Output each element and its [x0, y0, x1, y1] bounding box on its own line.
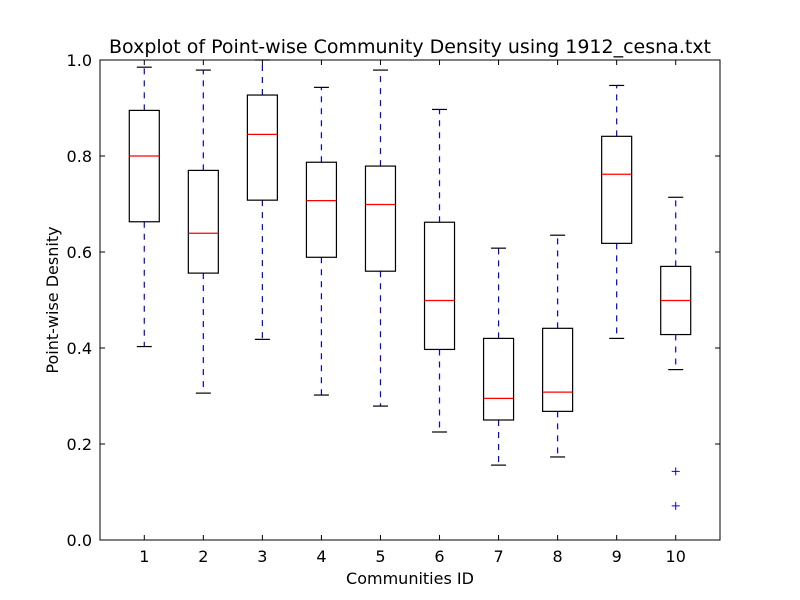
box — [601, 135, 633, 244]
plot-frame — [99, 59, 721, 541]
y-tick-label: 1.0 — [67, 51, 92, 70]
x-tick-label: 4 — [316, 547, 326, 566]
outlier-point — [671, 501, 680, 510]
box — [128, 109, 160, 223]
box — [542, 327, 574, 412]
x-tick-label: 2 — [198, 547, 208, 566]
x-tick-label: 10 — [666, 547, 686, 566]
y-tick-label: 0.8 — [67, 147, 92, 166]
y-tick-label: 0.2 — [67, 435, 92, 454]
box — [305, 161, 338, 258]
x-tick-label: 1 — [139, 547, 149, 566]
box — [482, 337, 515, 421]
box — [364, 165, 397, 272]
x-tick-label: 9 — [612, 547, 622, 566]
chart-title: Boxplot of Point-wise Community Density … — [109, 36, 711, 58]
plot-area: 0.0 0.2 0.4 0.6 0.8 1.0 1 2 3 4 5 6 7 8 9 10 — [67, 51, 721, 566]
box — [246, 94, 278, 201]
x-tick-label: 6 — [434, 547, 444, 566]
x-tick-label: 7 — [493, 547, 503, 566]
y-axis-label: Point-wise Desnity — [43, 226, 62, 373]
x-tick-label: 5 — [375, 547, 385, 566]
x-tick-label: 3 — [257, 547, 267, 566]
box — [187, 169, 219, 274]
y-tick-label: 0.6 — [67, 243, 92, 262]
outlier-point — [671, 467, 680, 476]
box — [423, 221, 456, 351]
y-tick-label: 0.0 — [67, 531, 92, 550]
x-tick-label: 8 — [553, 547, 563, 566]
y-tick-label: 0.4 — [67, 339, 92, 358]
x-axis-label: Communities ID — [346, 569, 474, 588]
